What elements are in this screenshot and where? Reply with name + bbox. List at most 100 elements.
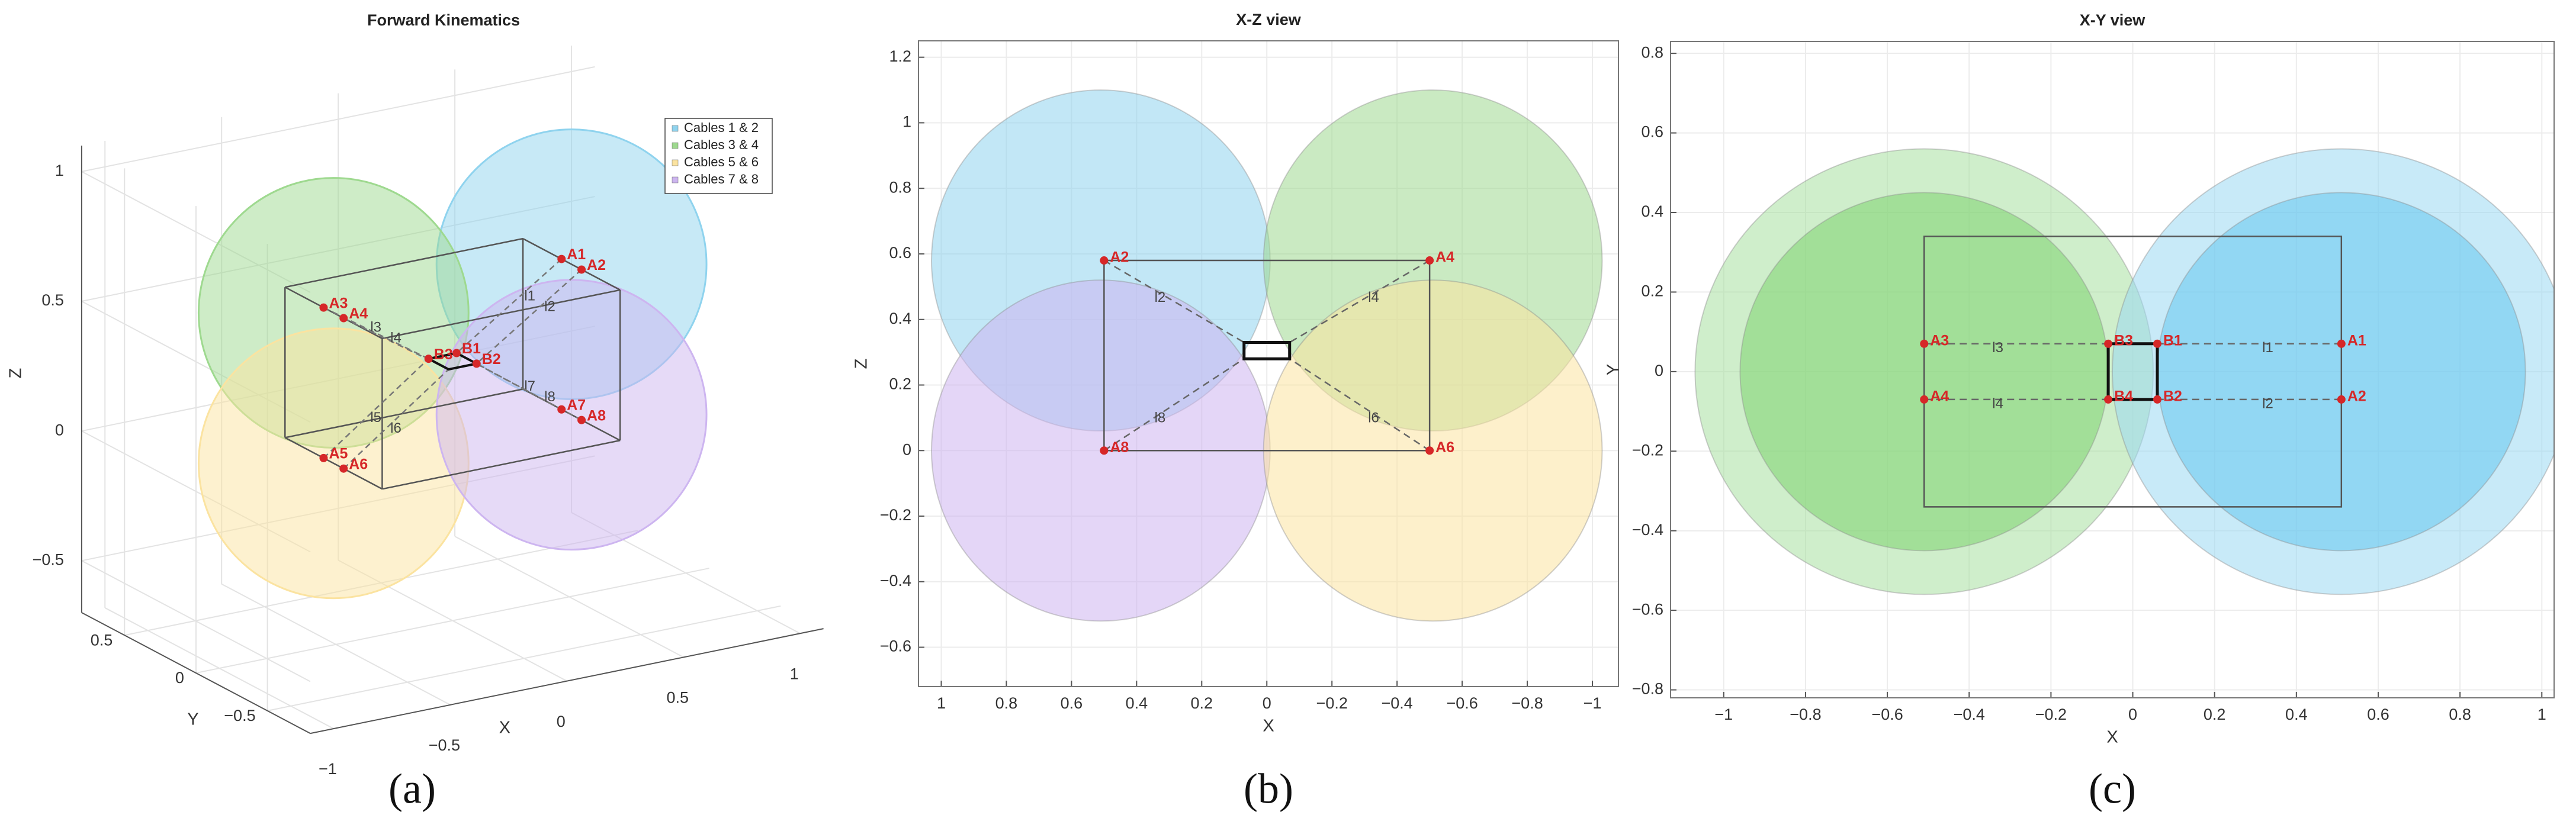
cable (1289, 358, 1430, 452)
anchor-point (557, 255, 566, 263)
platform (1242, 341, 1292, 360)
anchor-point (1920, 395, 1929, 404)
cable-label: l2 (1155, 289, 1166, 305)
point-label: A5 (329, 445, 348, 462)
x-tick-label: −0.4 (1382, 694, 1413, 712)
y-tick-label: 0.2 (889, 375, 911, 393)
caption: (c) (2089, 765, 2136, 813)
point-label: B1 (2163, 332, 2182, 349)
cable (1103, 358, 1245, 452)
y-tick-label: 0.6 (1641, 123, 1663, 141)
point-label: A6 (349, 456, 368, 472)
z-axis-label: Z (7, 368, 25, 379)
caption: (a) (388, 765, 436, 813)
y-tick-label: 0.4 (889, 310, 911, 327)
grid-line (195, 568, 709, 674)
x-tick-label: −0.2 (2035, 706, 2067, 723)
point-label: A3 (1930, 332, 1949, 349)
panel-2d: 1 0.8 0.6 0.4 0.2 0 −0.2 −0.4 −0.6 −0.8 −1 −0.6 −0.4… (852, 11, 1619, 813)
cable-label: l3 (1992, 340, 2003, 356)
frame-edge (382, 289, 621, 340)
anchor-point (452, 349, 461, 357)
cable-label: l8 (544, 389, 555, 405)
x-tick-label: 0.4 (2285, 706, 2308, 723)
x-tick-label: −0.8 (1511, 694, 1543, 712)
y-tick-label: −0.8 (1632, 680, 1663, 698)
x-tick-label: −0.2 (1316, 694, 1348, 712)
cable (323, 358, 429, 459)
cable (1289, 259, 1430, 343)
legend-swatch (672, 176, 679, 183)
grid-line (267, 605, 781, 711)
point-label: A8 (587, 407, 606, 424)
cable (1103, 259, 1245, 343)
x-tick-label: 0.8 (995, 694, 1018, 712)
x-tick-label: 1 (937, 694, 946, 712)
x-axis (310, 628, 824, 735)
y-tick-label: 0.2 (1641, 282, 1663, 300)
anchor-point (1425, 256, 1434, 265)
point-label: B2 (2163, 388, 2182, 405)
cable-label: l5 (370, 410, 381, 426)
anchor-point (1100, 256, 1109, 265)
legend-swatch (672, 125, 679, 132)
x-tick-label: −1 (319, 760, 337, 778)
x-tick-label: −0.6 (1446, 694, 1477, 712)
y-axis-label: Z (852, 359, 871, 369)
legend-label: Cables 1 & 2 (684, 120, 759, 135)
frame-edge (284, 437, 383, 490)
frame-edge (382, 439, 621, 490)
cable-label: l4 (390, 330, 402, 346)
frame-edge (285, 237, 523, 288)
x-tick-label: 1 (790, 665, 799, 682)
grid-line (81, 560, 311, 682)
anchor-point (319, 453, 328, 462)
cable (456, 258, 563, 354)
anchor-point (1425, 446, 1434, 455)
y-tick-label: −0.4 (1632, 521, 1663, 539)
z-tick-label: 1 (55, 162, 64, 179)
anchor-point (472, 359, 481, 368)
legend-label: Cables 3 & 4 (684, 137, 759, 152)
point-label: A4 (1435, 249, 1454, 266)
x-axis-label: X (2106, 728, 2118, 747)
x-tick-label: 0 (2128, 706, 2137, 723)
x-axis-label: X (1263, 717, 1274, 736)
cable-label: l7 (524, 378, 535, 394)
chart-title: Forward Kinematics (367, 11, 520, 29)
y-tick-label: −0.6 (1632, 600, 1663, 618)
point-label: A1 (567, 246, 586, 263)
anchor-point (2104, 395, 2113, 404)
chart-title: X-Y view (2080, 11, 2146, 29)
y-tick-label: 0 (175, 669, 184, 687)
point-label: A4 (1930, 388, 1949, 405)
point-label: A2 (1110, 249, 1129, 266)
axes-box (918, 40, 1619, 687)
x-tick-label: −0.5 (429, 736, 460, 754)
anchor-point (2337, 395, 2346, 404)
x-tick-label: 0.8 (2449, 706, 2471, 723)
frame (1923, 236, 2343, 508)
point-label: B4 (2114, 388, 2133, 405)
y-tick-label: 0.4 (1641, 202, 1663, 220)
point-label: A7 (567, 397, 586, 413)
x-tick-label: 1 (2538, 706, 2546, 723)
anchor-point (339, 464, 348, 473)
z-tick-label: 0.5 (41, 291, 64, 309)
cable-label: l8 (1155, 410, 1166, 426)
x-tick-label: 0.5 (666, 689, 689, 707)
cable-label: l3 (370, 320, 381, 336)
legend-label: Cables 5 & 6 (684, 154, 759, 169)
anchor-point (2153, 339, 2161, 348)
y-tick-label: 1 (902, 113, 911, 131)
point-label: A8 (1110, 439, 1129, 456)
point-label: B3 (434, 346, 453, 363)
frame-edge (522, 238, 621, 291)
x-tick-label: −1 (1714, 706, 1733, 723)
point-label: A3 (329, 295, 348, 311)
x-tick-label: −0.4 (1954, 706, 1985, 723)
y-tick-label: −0.4 (880, 572, 911, 590)
cable (476, 269, 582, 365)
chart-title: X-Z view (1236, 11, 1302, 28)
